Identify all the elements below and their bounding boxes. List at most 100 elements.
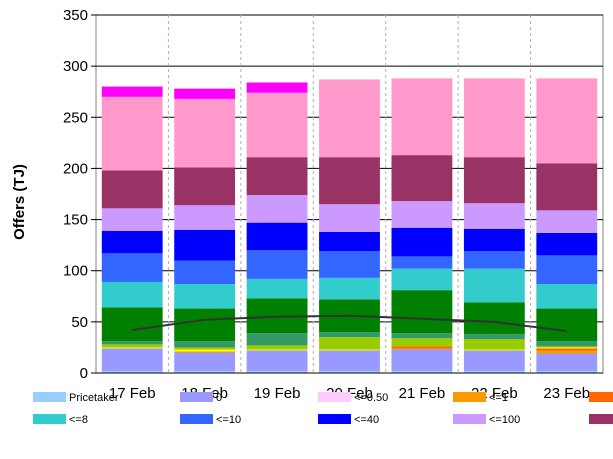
x-tick-label: 21 Feb (399, 385, 446, 402)
legend: Pricetaker 0 <=0.50 <=1 <=8 <=10 <=40 <=100 (33, 392, 613, 426)
bar-segment (246, 349, 308, 351)
bar-segment (463, 251, 525, 269)
bar-segment (246, 370, 308, 373)
bar-segment (319, 277, 380, 300)
line-layer (132, 314, 567, 333)
bar-segment (101, 253, 163, 282)
bar-segment (101, 230, 163, 254)
bar-segment (536, 350, 598, 354)
bar-segment (246, 195, 308, 223)
bar-segment (319, 204, 380, 232)
bar-segment (101, 347, 163, 349)
bar-segment (319, 349, 380, 351)
bar-segment (536, 163, 598, 211)
bar-segment (101, 348, 163, 371)
bar-segment (391, 290, 453, 334)
legend-swatch (589, 392, 613, 402)
bar-segment (536, 308, 598, 342)
bar-segment (536, 341, 598, 347)
legend-swatch (318, 414, 351, 424)
bar-segment (101, 96, 163, 171)
bar-segment (536, 284, 598, 309)
bar-segment (463, 334, 525, 340)
bar-segment (463, 78, 525, 158)
bar-segment (246, 222, 308, 251)
bar-segment (391, 256, 453, 269)
bar-segment (174, 351, 236, 353)
y-tick-label: 100 (63, 263, 88, 280)
bar-segment (101, 370, 163, 373)
bar-segment (391, 348, 453, 350)
bar-segment (463, 157, 525, 204)
bar-segment (536, 353, 598, 371)
bar-segment (174, 347, 236, 350)
y-axis-title: Offers (TJ) (11, 164, 28, 240)
bar-segment (463, 370, 525, 373)
y-tick-label: 200 (63, 160, 88, 177)
legend-label: <=8 (69, 414, 88, 426)
bar-segment (536, 232, 598, 256)
bar-segment (536, 210, 598, 233)
bar-segment (391, 227, 453, 257)
bar-segment (391, 346, 453, 349)
bar-segment (463, 302, 525, 335)
bar-segment (536, 346, 598, 348)
bar-segment (536, 78, 598, 164)
bar-segment (536, 370, 598, 373)
bar-segment (463, 350, 525, 371)
series-line (132, 314, 567, 333)
x-tick-label: 17 Feb (109, 385, 156, 402)
bar-segment (536, 348, 598, 351)
bar-segment (101, 86, 163, 97)
bar-segment (391, 78, 453, 156)
bar-segment (319, 157, 380, 205)
bar-segment (319, 370, 380, 373)
bar-segment (319, 251, 380, 278)
legend-swatch (318, 392, 351, 402)
bar-segment (174, 260, 236, 285)
bar-segment (174, 349, 236, 352)
bar-segment (463, 203, 525, 229)
bar-segment (463, 268, 525, 303)
bar-segment (463, 228, 525, 252)
bar-segment (391, 338, 453, 347)
bar-segment (319, 350, 380, 371)
bar-segment (319, 231, 380, 252)
y-tick-label: 150 (63, 212, 88, 229)
bar-segment (101, 208, 163, 231)
bar-segment (174, 98, 236, 168)
legend-swatch (33, 414, 66, 424)
legend-swatch (589, 414, 613, 424)
legend-swatch (180, 414, 213, 424)
bar-segment (319, 332, 380, 338)
bar-segment (536, 255, 598, 285)
bar-segment (101, 344, 163, 348)
bar-segment (101, 170, 163, 209)
bar-segment (101, 307, 163, 342)
legend-label: <=0.50 (354, 392, 388, 404)
bar-segment (246, 333, 308, 346)
bars-layer (101, 78, 598, 373)
bar-segment (391, 370, 453, 373)
bar-segment (319, 337, 380, 350)
bar-segment (391, 155, 453, 202)
bar-segment (174, 88, 236, 99)
x-tick-label: 19 Feb (254, 385, 301, 402)
bar-segment (246, 278, 308, 299)
legend-swatch (453, 392, 486, 402)
legend-swatch (33, 392, 66, 402)
legend-label: <=10 (216, 414, 241, 426)
y-tick-label: 50 (71, 314, 88, 331)
bar-segment (101, 281, 163, 308)
bar-segment (174, 352, 236, 371)
bar-segment (174, 229, 236, 261)
y-tick-label: 350 (63, 7, 88, 24)
bar-segment (174, 308, 236, 342)
bar-segment (246, 250, 308, 279)
bar-segment (391, 333, 453, 339)
bar-segment (246, 350, 308, 371)
bar-segment (174, 284, 236, 309)
bar-segment (391, 349, 453, 371)
bar-segment (463, 339, 525, 350)
